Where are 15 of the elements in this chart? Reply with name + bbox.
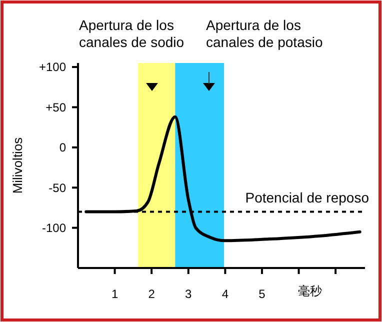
y-tick-label: -100 xyxy=(42,221,66,236)
x-tick-label: 2 xyxy=(148,287,156,301)
y-tick-label: -50 xyxy=(48,180,66,195)
x-axis-title: 毫秒 xyxy=(298,284,322,298)
y-tick-label: +100 xyxy=(38,60,66,74)
y-tick-label: +50 xyxy=(46,100,66,114)
x-tick-label: 5 xyxy=(258,287,266,301)
x-tick-label: 4 xyxy=(222,287,229,301)
y-tick-label: 0 xyxy=(59,140,66,155)
x-tick-label: 1 xyxy=(111,287,118,301)
x-tick-label: 3 xyxy=(185,287,192,301)
band-label: Apertura de los canales de potasio xyxy=(206,17,323,50)
band-label: Apertura de los canales de sodio xyxy=(79,17,184,50)
y-axis-title: Milivoltios xyxy=(10,136,25,194)
ref-line-label: Potencial de reposo xyxy=(245,190,370,206)
